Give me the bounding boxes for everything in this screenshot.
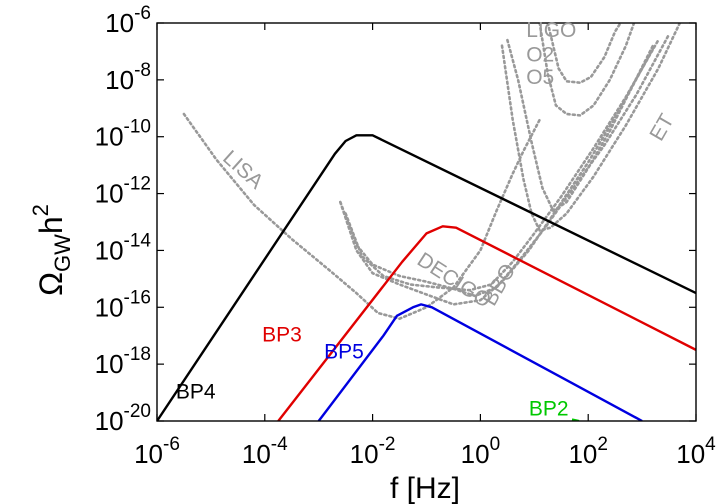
x-tick-label: 10-4 <box>242 434 288 469</box>
y-tick-label: 10-14 <box>95 230 152 265</box>
label-ligo: LIGO <box>526 19 576 42</box>
label-o2: O2 <box>526 43 554 66</box>
y-tick-label: 10-16 <box>95 287 151 322</box>
curve-decigo <box>339 33 671 298</box>
curve-decigo-2 <box>339 47 655 306</box>
series-bp3 <box>277 225 696 421</box>
label-et: ET <box>645 110 678 145</box>
y-tick-label: 10-18 <box>95 344 151 379</box>
curve-ligo-ov <box>506 38 655 213</box>
label-o5: O5 <box>526 66 554 89</box>
label-bp4: BP4 <box>176 380 216 403</box>
y-axis-label-mid: h <box>33 216 69 234</box>
label-bp3: BP3 <box>262 323 302 346</box>
y-tick-label: 10-10 <box>95 117 151 152</box>
x-tick-label: 104 <box>676 434 716 469</box>
curve-o2 <box>546 23 622 85</box>
y-axis-label: ΩGWh2 <box>28 204 75 296</box>
x-tick-label: 100 <box>461 434 501 469</box>
x-tick-label: 102 <box>568 434 608 469</box>
y-tick-label: 10-20 <box>95 401 151 436</box>
y-axis-label-sub: GW <box>50 234 75 272</box>
label-bp2: BP2 <box>529 397 569 420</box>
curve-o5 <box>538 23 636 117</box>
y-tick-label: 10-8 <box>105 60 151 95</box>
series-bp5 <box>317 303 643 421</box>
x-tick-label: 10-2 <box>350 434 396 469</box>
curve-bbo <box>344 38 660 292</box>
x-axis-label: f [Hz] <box>390 472 460 504</box>
y-tick-label: 10-6 <box>105 3 151 38</box>
curve-lisa <box>182 112 541 321</box>
curve-et <box>500 23 682 233</box>
label-bp5: BP5 <box>324 340 364 363</box>
sensitivity-curves <box>182 23 682 321</box>
y-axis-label-base: Ω <box>33 272 69 296</box>
axis-ticks: 10-6 10-4 10-2 100 102 104 10-20 10-18 10-16 10-1… <box>95 3 717 469</box>
plot-frame <box>156 22 697 422</box>
data-series <box>157 134 696 421</box>
y-tick-label: 10-12 <box>95 174 151 209</box>
series-bp4 <box>157 134 696 421</box>
x-tick-label: 10-6 <box>134 434 180 469</box>
y-axis-label-sup: 2 <box>28 204 53 216</box>
